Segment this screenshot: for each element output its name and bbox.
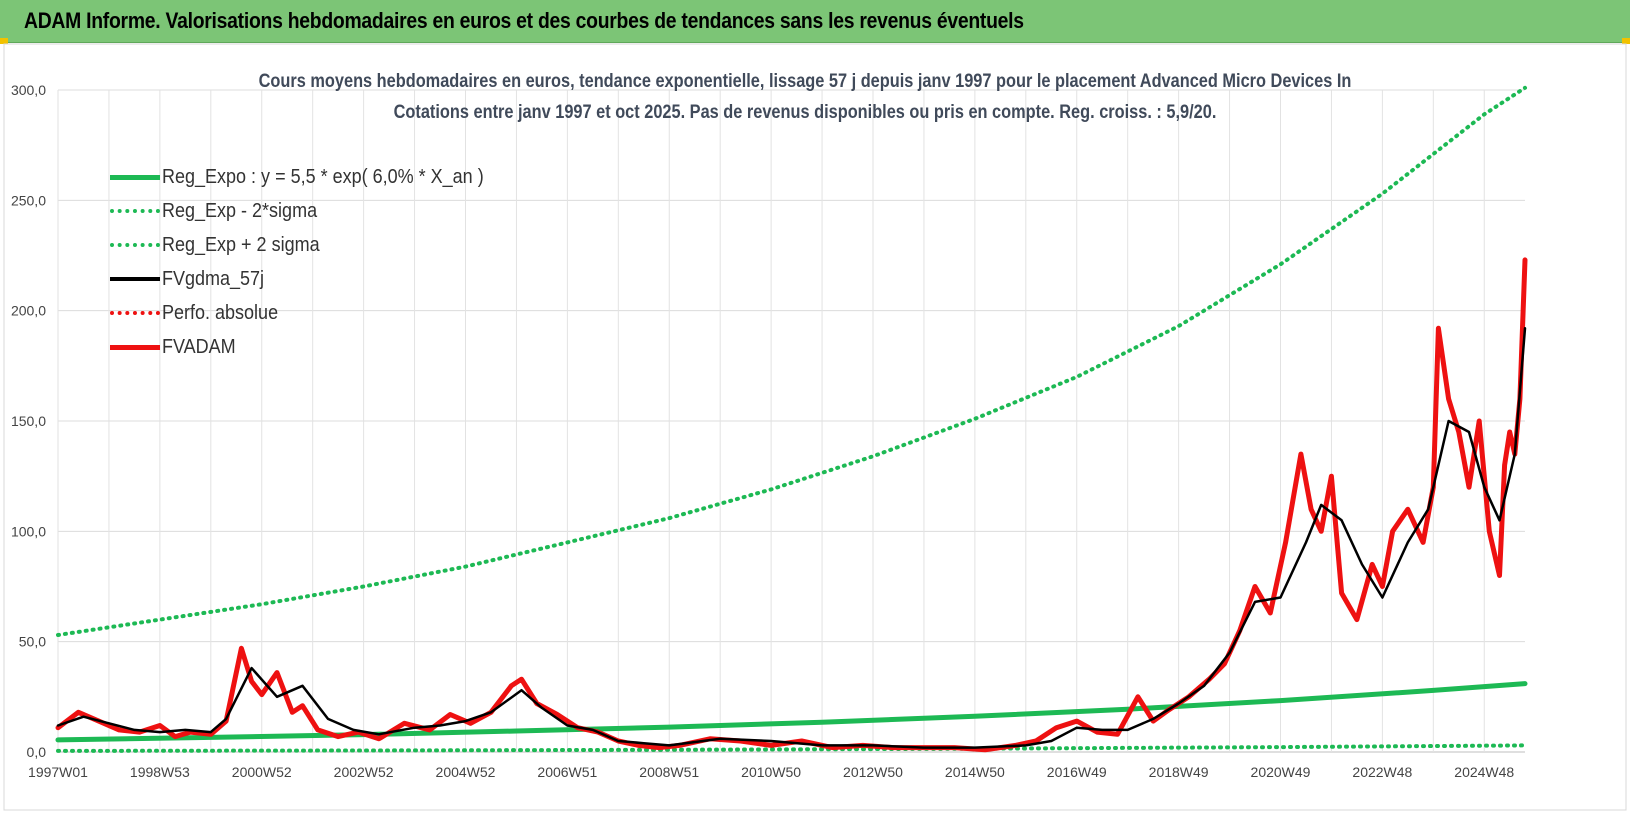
x-tick-label: 1997W01 (28, 764, 88, 780)
legend-swatch (110, 243, 160, 247)
x-tick-label: 2022W48 (1352, 764, 1412, 780)
series-group (55, 85, 1528, 753)
x-tick-label: 2024W48 (1454, 764, 1514, 780)
chart-subtitle: Cotations entre janv 1997 et oct 2025. P… (393, 102, 1217, 123)
legend-item: FVADAM (110, 330, 519, 364)
chart-legend: Reg_Expo : y = 5,5 * exp( 6,0% * X_an ) R… (110, 160, 519, 364)
legend-swatch (110, 174, 160, 180)
corner-marker-right (1622, 38, 1630, 44)
legend-label: FVgdma_57j (162, 267, 265, 290)
x-tick-label: 1998W53 (130, 764, 190, 780)
x-axis: 1997W01 1998W53 2000W52 2002W52 2004W52 2006W… (28, 764, 1514, 780)
x-tick-label: 2006W51 (537, 764, 597, 780)
legend-swatch (110, 277, 160, 281)
y-tick-label: 100,0 (11, 523, 46, 539)
legend-swatch (110, 311, 160, 315)
chart-frame (3, 43, 1627, 811)
x-tick-label: 2010W50 (741, 764, 801, 780)
report-title: ADAM Informe. Valorisations hebdomadaire… (24, 8, 1024, 33)
y-tick-label: 150,0 (11, 413, 46, 429)
legend-label: FVADAM (162, 335, 236, 358)
x-tick-label: 2014W50 (945, 764, 1005, 780)
y-tick-label: 300,0 (11, 82, 46, 98)
legend-item: Reg_Exp - 2*sigma (110, 194, 519, 228)
legend-item: Perfo. absolue (110, 296, 519, 330)
legend-swatch (110, 344, 160, 350)
legend-item: Reg_Exp + 2 sigma (110, 228, 519, 262)
legend-swatch (110, 209, 160, 213)
x-tick-label: 2016W49 (1047, 764, 1107, 780)
legend-item: FVgdma_57j (110, 262, 519, 296)
legend-label: Reg_Expo : y = 5,5 * exp( 6,0% * X_an ) (162, 165, 484, 188)
x-tick-label: 2012W50 (843, 764, 903, 780)
y-tick-label: 250,0 (11, 192, 46, 208)
legend-label: Reg_Exp + 2 sigma (162, 233, 320, 256)
chart-title: Cours moyens hebdomadaires en euros, ten… (258, 71, 1352, 92)
x-tick-label: 2004W52 (436, 764, 496, 780)
x-tick-label: 2000W52 (232, 764, 292, 780)
y-tick-label: 200,0 (11, 303, 46, 319)
legend-label: Reg_Exp - 2*sigma (162, 199, 318, 222)
y-tick-label: 0,0 (27, 744, 47, 760)
grid-lines (57, 89, 1525, 753)
series-line-2 (56, 85, 1527, 637)
legend-item: Reg_Expo : y = 5,5 * exp( 6,0% * X_an ) (110, 160, 519, 194)
y-axis: 0,0 50,0 100,0 150,0 200,0 250,0 300,0 (11, 82, 46, 760)
legend-label: Perfo. absolue (162, 301, 279, 324)
corner-marker-left (0, 38, 8, 44)
series-line-0 (55, 681, 1528, 743)
series-line-3 (56, 327, 1527, 749)
y-tick-label: 50,0 (19, 634, 46, 650)
report-banner: ADAM Informe. Valorisations hebdomadaire… (0, 0, 1630, 43)
x-tick-label: 2008W51 (639, 764, 699, 780)
x-tick-label: 2002W52 (334, 764, 394, 780)
series-line-1 (56, 743, 1527, 753)
x-tick-label: 2020W49 (1251, 764, 1311, 780)
chart-title-block: Cours moyens hebdomadaires en euros, ten… (150, 66, 1460, 128)
x-tick-label: 2018W49 (1149, 764, 1209, 780)
